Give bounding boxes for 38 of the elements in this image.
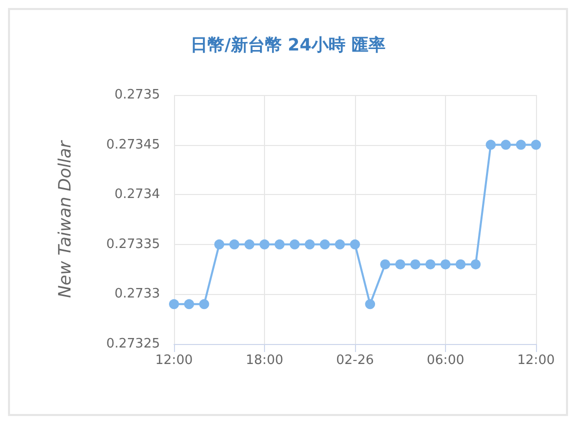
point [334,239,345,250]
point [274,239,285,250]
point [486,140,496,150]
x-tick-label: 18:00 [246,353,284,368]
point [516,140,526,150]
y-tick-label: 0.2734 [114,187,160,202]
point [395,259,406,270]
x-tick-label: 12:00 [517,353,555,368]
point [410,259,420,270]
point [214,239,224,250]
y-tick-label: 0.27335 [106,236,160,252]
y-axis-title: New Taiwan Dollar [56,140,76,298]
point [350,239,360,250]
point [320,239,330,250]
point [470,259,481,270]
point [244,239,254,250]
x-tick-label: 06:00 [426,353,464,368]
point [440,259,450,270]
point [290,239,300,250]
point [169,299,179,310]
point [260,239,270,250]
point [456,259,466,270]
point [229,239,240,250]
point [304,239,315,250]
x-tick-label: 12:00 [155,353,193,368]
point [199,299,210,310]
y-tick-label: 0.27325 [106,336,160,352]
point [425,259,436,270]
point [380,259,390,270]
y-tick-label: 0.27345 [106,137,160,152]
point [500,140,511,150]
chart-title: 日幣/新台幣 24小時 匯率 [190,36,386,56]
point [365,299,376,310]
y-tick-label: 0.2735 [114,88,160,102]
point [184,299,194,310]
y-tick-label: 0.2733 [114,286,160,302]
x-tick-label: 02-26 [336,353,374,368]
point [531,140,541,150]
